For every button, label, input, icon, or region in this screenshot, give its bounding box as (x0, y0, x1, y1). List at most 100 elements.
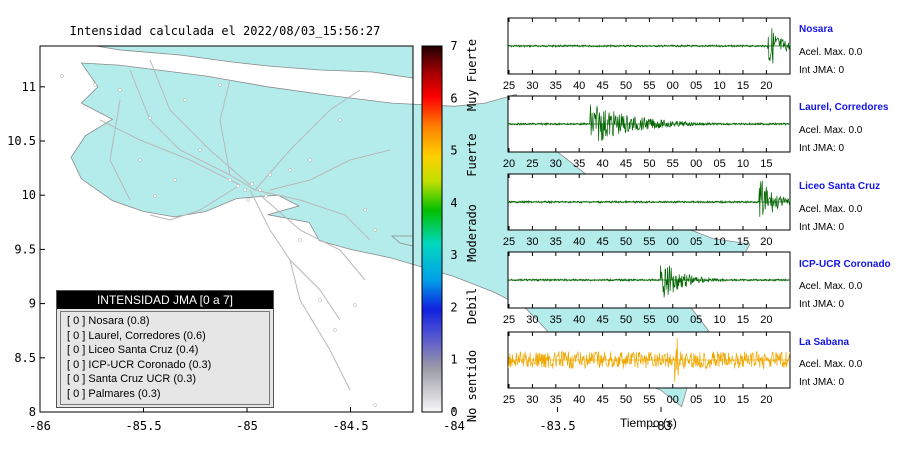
station-dot (333, 328, 337, 332)
waveform-tick-label: 45 (596, 314, 608, 326)
road-line (289, 259, 351, 391)
station-name: Laurel, Corredores (799, 102, 889, 113)
waveform-tick-label: 05 (690, 314, 702, 326)
legend-row: [ 0 ] ICP-UCR Coronado (0.3) (61, 358, 269, 373)
legend-row: [ 0 ] Palmares (0.3) (61, 387, 269, 402)
station-accel: Acel. Max. 0.0 (799, 204, 863, 215)
station-dot (153, 194, 157, 198)
waveform-tick-label: 15 (737, 314, 749, 326)
waveform-tick-label: 55 (667, 158, 679, 170)
waveform-tick-label: 05 (690, 80, 702, 92)
map-y-tick-label: 9.5 (14, 242, 36, 256)
waveform-tick-label: 40 (573, 80, 585, 92)
waveform-tick-label: 05 (690, 236, 702, 248)
waveform-trace (508, 265, 791, 298)
waveform-tick-label: 50 (620, 80, 632, 92)
station-accel: Acel. Max. 0.0 (799, 125, 863, 136)
map-y-tick-label: 9 (29, 297, 36, 311)
station-dot (373, 403, 377, 407)
station-dot (318, 298, 322, 302)
station-dot (338, 118, 342, 122)
map-x-tick-label: -86 (29, 419, 51, 433)
waveform-tick-label: 15 (760, 158, 772, 170)
legend-station: Nosara (0.8) (88, 315, 150, 327)
road-line (99, 119, 241, 186)
waveform-tick-label: 05 (713, 158, 725, 170)
waveform-tick-label: 20 (760, 394, 772, 406)
waveform-tick-label: 35 (550, 394, 562, 406)
map-title: Intensidad calculada el 2022/08/03_15:56… (69, 24, 381, 38)
colorbar-category-label: Moderado (465, 204, 479, 262)
legend-code: [ 0 ] (67, 358, 86, 371)
waveform-trace (507, 28, 791, 64)
map-x-tick-label: -84.5 (332, 419, 368, 433)
colorbar (421, 45, 443, 413)
map-y-tick-label: 8 (29, 405, 36, 419)
waveform-tick-label: 55 (643, 236, 655, 248)
waveform-tick-label: 00 (667, 394, 679, 406)
colorbar-tick-label: 7 (450, 39, 457, 53)
waveform-tick-label: 50 (620, 394, 632, 406)
waveform-tick-label: 30 (526, 314, 538, 326)
waveform-tick-label: 40 (573, 314, 585, 326)
station-dot (353, 303, 357, 307)
station-jma: Int JMA: 0 (799, 377, 845, 388)
legend-station: Laurel, Corredores (0.6) (88, 329, 206, 342)
waveform-tick-label: 10 (713, 236, 725, 248)
station-dot (148, 116, 152, 120)
station-dot (173, 178, 177, 182)
station-dot (60, 74, 64, 78)
waveform-tick-label: 25 (503, 80, 515, 92)
station-accel: Acel. Max. 0.0 (799, 281, 863, 292)
legend-code: [ 0 ] (67, 329, 86, 342)
waveform-tick-label: 00 (667, 236, 679, 248)
legend-code: [ 0 ] (67, 387, 86, 400)
waveform-tick-label: 00 (667, 80, 679, 92)
road-line (149, 184, 241, 221)
map-y-tick-label: 8.5 (14, 351, 36, 365)
road-line (269, 149, 391, 191)
station-accel: Acel. Max. 0.0 (799, 47, 863, 58)
waveform-tick-label: 30 (526, 80, 538, 92)
waveform-trace (507, 104, 791, 142)
station-dot (363, 208, 367, 212)
legend-station: Santa Cruz UCR (0.3) (88, 373, 196, 386)
road-line (149, 59, 251, 186)
waveform-tick-label: 00 (690, 158, 702, 170)
map-y-tick-label: 11 (22, 80, 36, 94)
waveform-tick-label: 45 (596, 236, 608, 248)
waveform-tick-label: 00 (667, 314, 679, 326)
map-x-tick-label: -84 (443, 419, 465, 433)
waveform-tick-label: 05 (690, 394, 702, 406)
legend-row: [ 0 ] Liceo Santa Cruz (0.4) (61, 343, 269, 358)
waveform-tick-label: 35 (550, 314, 562, 326)
station-dot (288, 168, 292, 172)
x-axis-label: Tiempo (s) (620, 416, 677, 430)
station-dot (264, 194, 268, 198)
waveform-tick-label: 15 (737, 394, 749, 406)
waveform-tick-label: 30 (526, 394, 538, 406)
waveform-tick-label: 25 (503, 314, 515, 326)
station-jma: Int JMA: 0 (799, 299, 845, 310)
waveform-tick-label: 50 (620, 236, 632, 248)
waveform-tick-label: 55 (643, 80, 655, 92)
legend-station: Liceo Santa Cruz (0.4) (88, 344, 199, 357)
legend-station: ICP-UCR Coronado (0.3) (88, 358, 212, 371)
colorbar-category-label: Fuerte (465, 133, 479, 176)
waveform-tick-label: 45 (620, 158, 632, 170)
legend-title: INTENSIDAD JMA [0 a 7] (57, 291, 273, 309)
waveform-tick-label: 20 (760, 80, 772, 92)
colorbar-category-label: Debil (465, 288, 479, 324)
colorbar-category-label: Muy Fuerte (465, 39, 479, 111)
station-dot (236, 184, 240, 188)
station-dot (218, 83, 222, 87)
station-accel: Acel. Max. 0.0 (799, 359, 863, 370)
station-name: ICP-UCR Coronado (799, 259, 891, 270)
map-x-tick-label: -83.5 (539, 419, 575, 433)
colorbar-category-label: No sentido (465, 350, 479, 422)
waveform-tick-label: 10 (737, 158, 749, 170)
road-line (259, 194, 366, 281)
station-dot (250, 182, 254, 186)
colorbar-tick-label: 3 (450, 248, 457, 262)
